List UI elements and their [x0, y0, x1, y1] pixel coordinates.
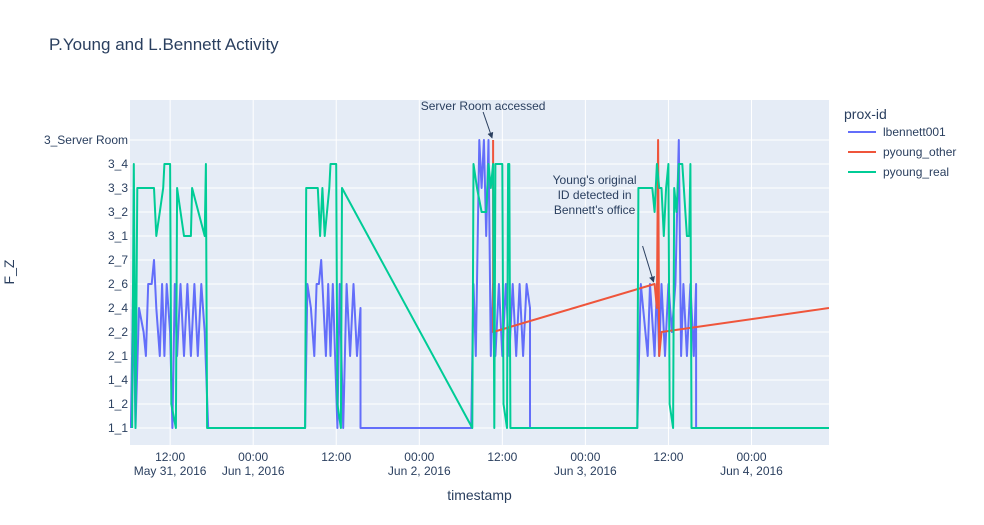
x-tick-label: 12:00 — [653, 450, 683, 464]
series-layer — [130, 139, 829, 429]
x-tick-label: 12:00 — [321, 450, 351, 464]
series-line-pyoung_real — [131, 163, 829, 429]
chart-title: P.Young and L.Bennett Activity — [49, 35, 279, 54]
legend-title: prox-id — [844, 106, 887, 122]
annotation-arrow — [642, 245, 655, 283]
x-tick-date-label: Jun 2, 2016 — [388, 464, 451, 478]
annotation-server-room-line: Server Room accessed — [421, 99, 546, 113]
x-tick-date-label: Jun 3, 2016 — [554, 464, 617, 478]
y-tick-label: 3_2 — [108, 205, 128, 219]
y-axis-ticks: 1_1 1_2 1_4 2_1 2_2 2_4 2_6 2_7 3_1 3_2 3_3 3_4 3_Se… — [44, 133, 128, 435]
y-tick-label: 3_1 — [108, 229, 128, 243]
x-tick-label: 00:00 — [238, 450, 268, 464]
legend: prox-id lbennett001 pyoung_other pyoung_re… — [844, 106, 956, 179]
annotation-young-id-line: Bennett's office — [554, 203, 636, 217]
y-tick-label: 3_4 — [108, 157, 128, 171]
x-tick-date-label: Jun 1, 2016 — [222, 464, 285, 478]
x-tick-label: 12:00 — [487, 450, 517, 464]
y-tick-label: 2_6 — [108, 277, 128, 291]
x-tick-label: 00:00 — [404, 450, 434, 464]
x-tick-label: 12:00 — [155, 450, 185, 464]
legend-label-lbennett001: lbennett001 — [883, 125, 946, 139]
x-axis-title: timestamp — [447, 487, 512, 503]
y-tick-label: 3_3 — [108, 181, 128, 195]
annotation-arrow — [482, 111, 494, 139]
y-tick-label: 2_1 — [108, 349, 128, 363]
y-tick-label: 1_2 — [108, 397, 128, 411]
x-tick-label: 00:00 — [736, 450, 766, 464]
y-axis-title: F_Z — [1, 259, 17, 284]
y-tick-label: 1_1 — [108, 421, 128, 435]
legend-label-pyoung_other: pyoung_other — [883, 145, 956, 159]
y-tick-label: 2_7 — [108, 253, 128, 267]
x-tick-date-label: Jun 4, 2016 — [720, 464, 783, 478]
x-tick-label: 00:00 — [570, 450, 600, 464]
annotation-young-id-line: Young's original — [553, 173, 637, 187]
series-line-pyoung_other — [492, 139, 829, 357]
x-tick-date-label: May 31, 2016 — [134, 464, 207, 478]
y-tick-label: 3_Server Room — [44, 133, 128, 147]
y-tick-label: 2_2 — [108, 325, 128, 339]
y-tick-label: 1_4 — [108, 373, 128, 387]
legend-label-pyoung_real: pyoung_real — [883, 165, 949, 179]
annotation-young-id-line: ID detected in — [558, 188, 632, 202]
y-tick-label: 2_4 — [108, 301, 128, 315]
